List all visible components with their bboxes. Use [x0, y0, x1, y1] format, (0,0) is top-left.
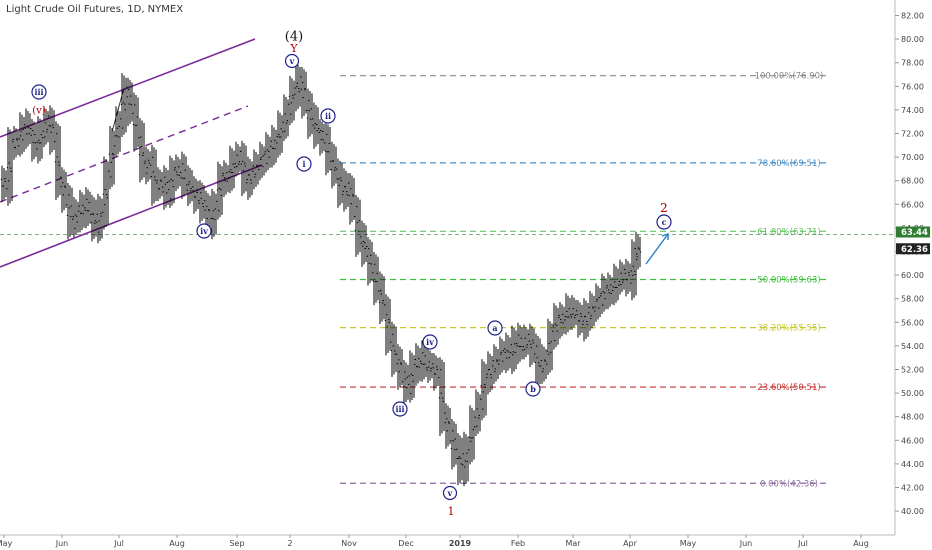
x-tick-label: Jun — [739, 539, 753, 548]
fib-level-label: 0.00%(42.36) — [760, 479, 818, 489]
x-tick-label: Apr — [623, 539, 638, 548]
x-tick-label: Sep — [229, 539, 244, 548]
fib-level-label: 78.60%(69.51) — [757, 159, 820, 169]
x-tick-label: Jul — [113, 539, 124, 548]
wave-label: iii — [34, 87, 43, 97]
x-tick-label: Jun — [55, 539, 69, 548]
price-badge — [896, 226, 930, 238]
y-tick-label: 46.00 — [901, 436, 924, 445]
channel-lower-line — [0, 164, 263, 268]
y-tick-label: 56.00 — [901, 318, 924, 327]
fib-level-label: 50.00%(59.63) — [757, 275, 820, 285]
x-tick-label: Jul — [797, 539, 808, 548]
x-tick-label: Mar — [565, 539, 581, 548]
y-tick-label: 66.00 — [901, 200, 924, 209]
wave-label-circle — [392, 401, 408, 417]
y-tick-label: 44.00 — [901, 460, 924, 469]
wave-label: b — [530, 384, 536, 394]
fib-level-label: 61.80%(63.71) — [757, 227, 820, 237]
projection-arrow — [645, 233, 669, 265]
x-tick-label: 2 — [287, 539, 292, 548]
y-tick-label: 52.00 — [901, 366, 924, 375]
y-tick-label: 70.00 — [901, 153, 924, 162]
chart-title: Light Crude Oil Futures, 1D, NYMEX — [6, 4, 184, 15]
y-tick-label: 80.00 — [901, 35, 924, 44]
y-tick-label: 74.00 — [901, 106, 924, 115]
y-tick-label: 40.00 — [901, 507, 924, 516]
price-badge-label: 63.44 — [901, 228, 928, 238]
wave-label: i — [302, 159, 305, 169]
y-tick-label: 68.00 — [901, 177, 924, 186]
price-badge — [896, 243, 930, 255]
x-tick-label: Dec — [398, 539, 413, 548]
y-tick-label: 78.00 — [901, 59, 924, 68]
y-tick-label: 54.00 — [901, 342, 924, 351]
wave-label-circle — [296, 156, 312, 172]
x-tick-label: 2019 — [449, 539, 472, 548]
wave-label: ii — [325, 111, 331, 121]
wave-label-circle — [196, 223, 212, 239]
x-tick-label: Aug — [853, 539, 869, 548]
wave-label: iv — [426, 337, 434, 347]
fib-level-label: 23.60%(50.51) — [757, 383, 820, 393]
wave-label-circle — [487, 320, 503, 336]
wave-label: v — [447, 488, 453, 498]
wave-label: 1 — [448, 505, 455, 518]
x-tick-label: Nov — [341, 539, 357, 548]
wave-label-circle — [31, 84, 47, 100]
wave-label-circle — [442, 485, 458, 501]
wave-label-circle — [320, 108, 336, 124]
y-tick-label: 48.00 — [901, 413, 924, 422]
y-tick-label: 42.00 — [901, 484, 924, 493]
wave-label: v — [289, 56, 295, 66]
y-tick-label: 82.00 — [901, 12, 924, 21]
projection-arrow-head — [661, 233, 669, 240]
x-tick-label: May — [680, 539, 697, 548]
y-tick-label: 60.00 — [901, 271, 924, 280]
wave-label-circle — [525, 381, 541, 397]
wave-label-circle — [284, 53, 300, 69]
wave-label: Y — [289, 42, 298, 55]
y-tick-label: 76.00 — [901, 82, 924, 91]
price-badge-label: 62.36 — [901, 245, 928, 255]
y-tick-label: 58.00 — [901, 295, 924, 304]
y-tick-label: 72.00 — [901, 130, 924, 139]
wave-label: iii — [395, 404, 404, 414]
x-tick-label: May — [0, 539, 13, 548]
wave-label: c — [662, 217, 667, 227]
wave-label: (v) — [32, 106, 46, 117]
x-tick-label: Aug — [169, 539, 185, 548]
wave-label: (4) — [285, 30, 303, 45]
fib-level-label: 100.00%(76.90) — [755, 72, 824, 82]
channel-mid-line — [0, 105, 249, 203]
wave-label: 2 — [660, 201, 668, 215]
wave-label: a — [492, 323, 497, 333]
y-tick-label: 50.00 — [901, 389, 924, 398]
wave-label-circle — [422, 334, 438, 350]
fib-level-label: 38.20%(55.55) — [757, 324, 820, 334]
wave-label-circle — [656, 214, 672, 230]
x-tick-label: Feb — [511, 539, 525, 548]
wave-label: iv — [200, 226, 208, 236]
